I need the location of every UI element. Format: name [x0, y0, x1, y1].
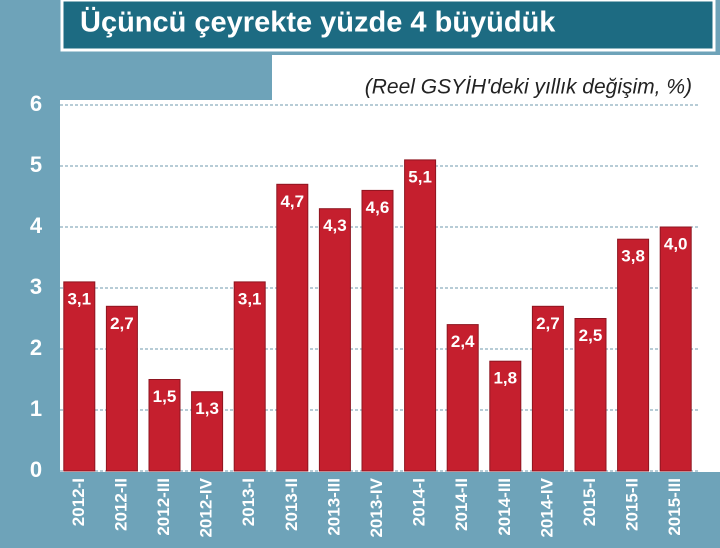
chart-subtitle: (Reel GSYİH'deki yıllık değişim, %) — [365, 76, 692, 99]
x-tick-label: 2015-III — [665, 478, 684, 536]
x-tick-label: 2012-IV — [197, 477, 216, 537]
x-tick-label: 2012-I — [69, 478, 88, 526]
value-label: 1,5 — [153, 387, 177, 406]
x-tick-label: 2013-IV — [367, 477, 386, 537]
value-label: 4,7 — [280, 192, 304, 211]
value-label: 1,3 — [195, 399, 219, 418]
value-label: 3,1 — [67, 289, 91, 308]
value-label: 2,5 — [579, 326, 603, 345]
bar — [659, 226, 692, 472]
x-tick-label: 2012-III — [154, 478, 173, 536]
subtitle-area — [272, 55, 720, 101]
bar — [404, 159, 437, 472]
x-tick-label: 2013-II — [282, 478, 301, 531]
value-label: 5,1 — [408, 167, 432, 186]
y-tick-label: 3 — [30, 274, 42, 299]
y-tick-label: 4 — [30, 213, 43, 238]
bar — [105, 305, 138, 472]
value-label: 2,4 — [451, 332, 475, 351]
bar — [574, 318, 607, 472]
x-tick-label: 2014-II — [452, 478, 471, 531]
bar — [63, 281, 96, 472]
y-tick-label: 1 — [30, 396, 42, 421]
value-label: 4,6 — [366, 198, 390, 217]
bar — [191, 391, 224, 472]
value-label: 2,7 — [536, 314, 560, 333]
bar — [489, 360, 522, 472]
x-tick-label: 2014-III — [495, 478, 514, 536]
x-tick-label: 2014-I — [410, 478, 429, 526]
x-tick-label: 2013-I — [239, 478, 258, 526]
bar — [446, 324, 479, 472]
x-tick-label: 2014-IV — [537, 477, 556, 537]
bar — [318, 208, 351, 472]
value-label: 3,8 — [621, 247, 645, 266]
bar — [233, 281, 266, 472]
y-tick-label: 2 — [30, 335, 42, 360]
y-tick-label: 6 — [30, 91, 42, 116]
chart-title: Üçüncü çeyrekte yüzde 4 büyüdük — [80, 6, 556, 39]
x-tick-label: 2015-II — [623, 478, 642, 531]
title-bar — [60, 0, 716, 52]
value-label: 1,8 — [493, 369, 517, 388]
value-label: 4,3 — [323, 216, 347, 235]
bar — [361, 189, 394, 472]
x-tick-label: 2013-III — [324, 478, 343, 536]
y-tick-label: 5 — [30, 152, 42, 177]
y-tick-label: 0 — [30, 457, 42, 482]
bar — [276, 183, 309, 472]
x-tick-label: 2012-II — [111, 478, 130, 531]
value-label: 4,0 — [664, 234, 688, 253]
bar — [148, 379, 181, 472]
bar — [531, 305, 564, 472]
bar — [617, 238, 650, 472]
value-label: 2,7 — [110, 314, 134, 333]
x-tick-label: 2015-I — [580, 478, 599, 526]
value-label: 3,1 — [238, 289, 262, 308]
